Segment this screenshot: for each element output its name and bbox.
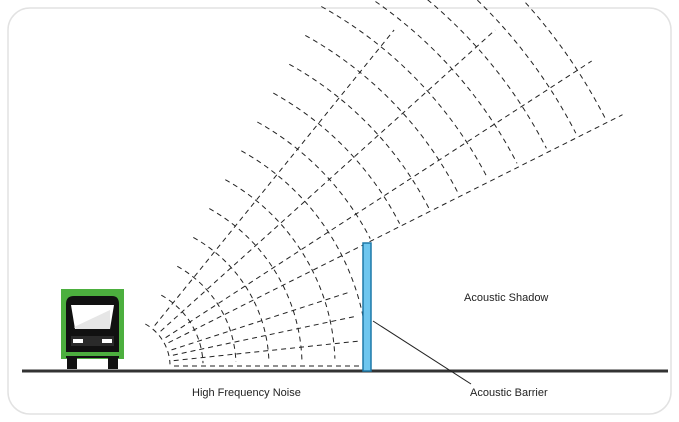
diagram-frame [7,7,672,415]
acoustic-shadow-label: Acoustic Shadow [464,292,548,304]
wavefront-arc [177,265,237,363]
wave-ray [171,292,349,351]
barrier-pointer-line [372,320,472,385]
sound-wavefronts [145,0,606,365]
acoustic-barrier [362,242,372,372]
wavefront-arc [193,236,270,361]
sound-rays [154,29,623,367]
wavefront-arc [257,121,371,239]
wavefront-arc [305,34,459,194]
wave-ray [160,29,496,332]
wavefront-arc [522,0,606,119]
wavefront-arc [225,179,336,359]
wavefront-arc [145,323,171,365]
wave-ray [154,29,395,326]
wave-ray [173,340,359,362]
high-frequency-noise-label: High Frequency Noise [192,387,301,399]
wavefront-arc [427,0,547,149]
wavefront-arc [209,208,303,360]
shadow-boundary-ray [168,114,623,344]
wave-ray [172,316,355,356]
wave-ray [165,60,592,339]
acoustic-barrier-label: Acoustic Barrier [470,387,548,399]
wavefront-arc [273,92,401,224]
truck-icon [61,289,124,369]
wavefront-arc [289,63,430,209]
wavefront-arc [476,0,577,134]
wavefront-arc [161,294,204,364]
wavefront-arc [321,6,489,179]
